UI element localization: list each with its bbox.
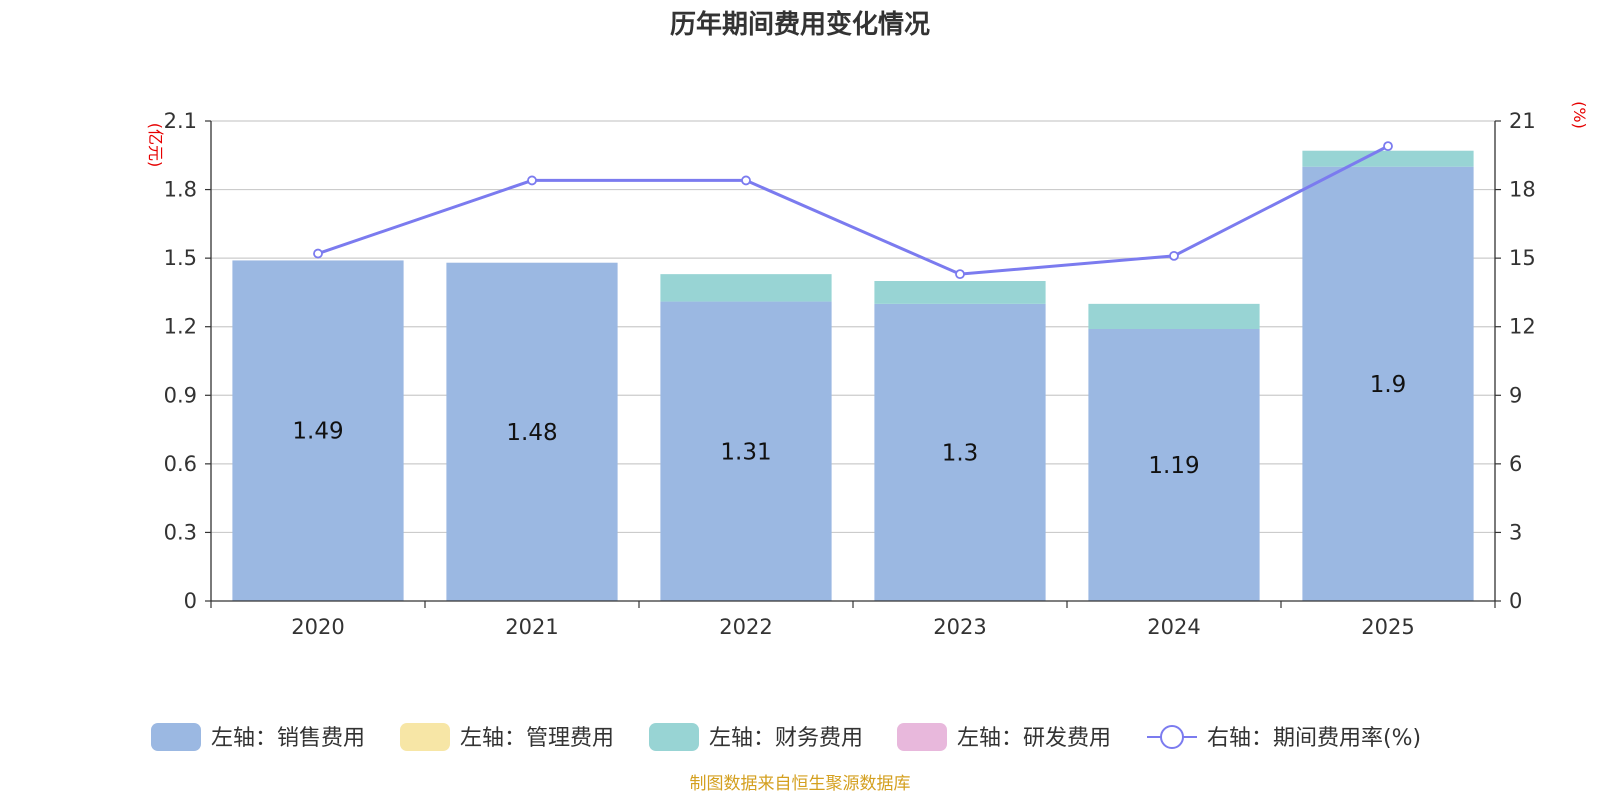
left-tick-label: 2.1 bbox=[164, 109, 197, 133]
line-point bbox=[1383, 141, 1393, 152]
x-tick-label: 2024 bbox=[1147, 615, 1200, 639]
legend-marker-icon bbox=[1160, 725, 1184, 749]
bar bbox=[446, 262, 618, 601]
bar-value-label: 1.31 bbox=[720, 439, 771, 465]
line-series bbox=[313, 141, 1393, 280]
gridlines bbox=[211, 120, 1495, 534]
legend-swatch bbox=[649, 723, 699, 751]
x-tick-label: 2025 bbox=[1361, 615, 1414, 639]
line-point bbox=[1169, 250, 1179, 261]
rate-line bbox=[317, 144, 1389, 276]
right-tick-label: 15 bbox=[1509, 246, 1536, 270]
legend-label: 右轴：期间费用率(%) bbox=[1207, 726, 1421, 751]
right-axis-unit: (%) bbox=[1570, 101, 1589, 129]
left-tick-label: 1.8 bbox=[164, 178, 197, 202]
bar-labels: 1.49 1.48 1.31 1.3 1.19 1.9 bbox=[292, 372, 1406, 479]
left-tick-label: 1.2 bbox=[164, 315, 197, 339]
line-point bbox=[955, 269, 965, 280]
bar bbox=[660, 274, 832, 302]
legend-label: 左轴：销售费用 bbox=[211, 726, 365, 751]
line-point bbox=[313, 248, 323, 259]
legend-label: 左轴：管理费用 bbox=[460, 726, 614, 751]
source-note: 制图数据来自恒生聚源数据库 bbox=[690, 774, 911, 794]
bar bbox=[660, 301, 832, 601]
right-tick-label: 6 bbox=[1509, 452, 1522, 476]
bar-series bbox=[232, 150, 1474, 601]
legend: 左轴：销售费用 左轴：管理费用 左轴：财务费用 左轴：研发费用 右轴：期间费用率(%) bbox=[151, 723, 1421, 751]
x-tick-label: 2022 bbox=[719, 615, 772, 639]
left-tick-label: 1.5 bbox=[164, 246, 197, 270]
bar bbox=[1088, 329, 1260, 601]
legend-label: 左轴：财务费用 bbox=[709, 726, 863, 751]
bar bbox=[874, 281, 1046, 304]
left-tick-label: 0.6 bbox=[164, 452, 197, 476]
bar bbox=[1302, 150, 1474, 167]
bar-value-label: 1.9 bbox=[1370, 372, 1407, 398]
left-tick-label: 0 bbox=[184, 589, 197, 613]
right-tick-label: 3 bbox=[1509, 520, 1522, 544]
legend-swatch bbox=[151, 723, 201, 751]
bar bbox=[1302, 166, 1474, 601]
left-tick-label: 0.3 bbox=[164, 520, 197, 544]
left-tick-label: 0.9 bbox=[164, 383, 197, 407]
left-axis-unit: (亿元) bbox=[146, 123, 165, 168]
bar bbox=[874, 303, 1046, 601]
right-tick-label: 18 bbox=[1509, 178, 1536, 202]
right-tick-label: 12 bbox=[1509, 315, 1536, 339]
bar bbox=[1088, 303, 1260, 329]
bar-value-label: 1.48 bbox=[506, 420, 557, 446]
right-tick-label: 0 bbox=[1509, 589, 1522, 613]
line-point bbox=[527, 175, 537, 186]
bar-value-label: 1.19 bbox=[1148, 453, 1199, 479]
right-tick-label: 9 bbox=[1509, 383, 1522, 407]
bar-value-label: 1.3 bbox=[942, 440, 979, 466]
chart-title: 历年期间费用变化情况 bbox=[670, 9, 930, 40]
legend-label: 左轴：研发费用 bbox=[957, 726, 1111, 751]
legend-swatch bbox=[400, 723, 450, 751]
x-tick-label: 2021 bbox=[505, 615, 558, 639]
x-tick-label: 2020 bbox=[291, 615, 344, 639]
x-tick-label: 2023 bbox=[933, 615, 986, 639]
legend-swatch bbox=[897, 723, 947, 751]
bar-value-label: 1.49 bbox=[292, 419, 343, 445]
axes: 0 0.3 0.6 0.9 1.2 1.5 1.8 2.1 0 3 6 9 12 15 18 21 2020 20… bbox=[164, 109, 1536, 639]
bar bbox=[232, 260, 404, 601]
line-point bbox=[741, 175, 751, 186]
right-tick-label: 21 bbox=[1509, 109, 1536, 133]
